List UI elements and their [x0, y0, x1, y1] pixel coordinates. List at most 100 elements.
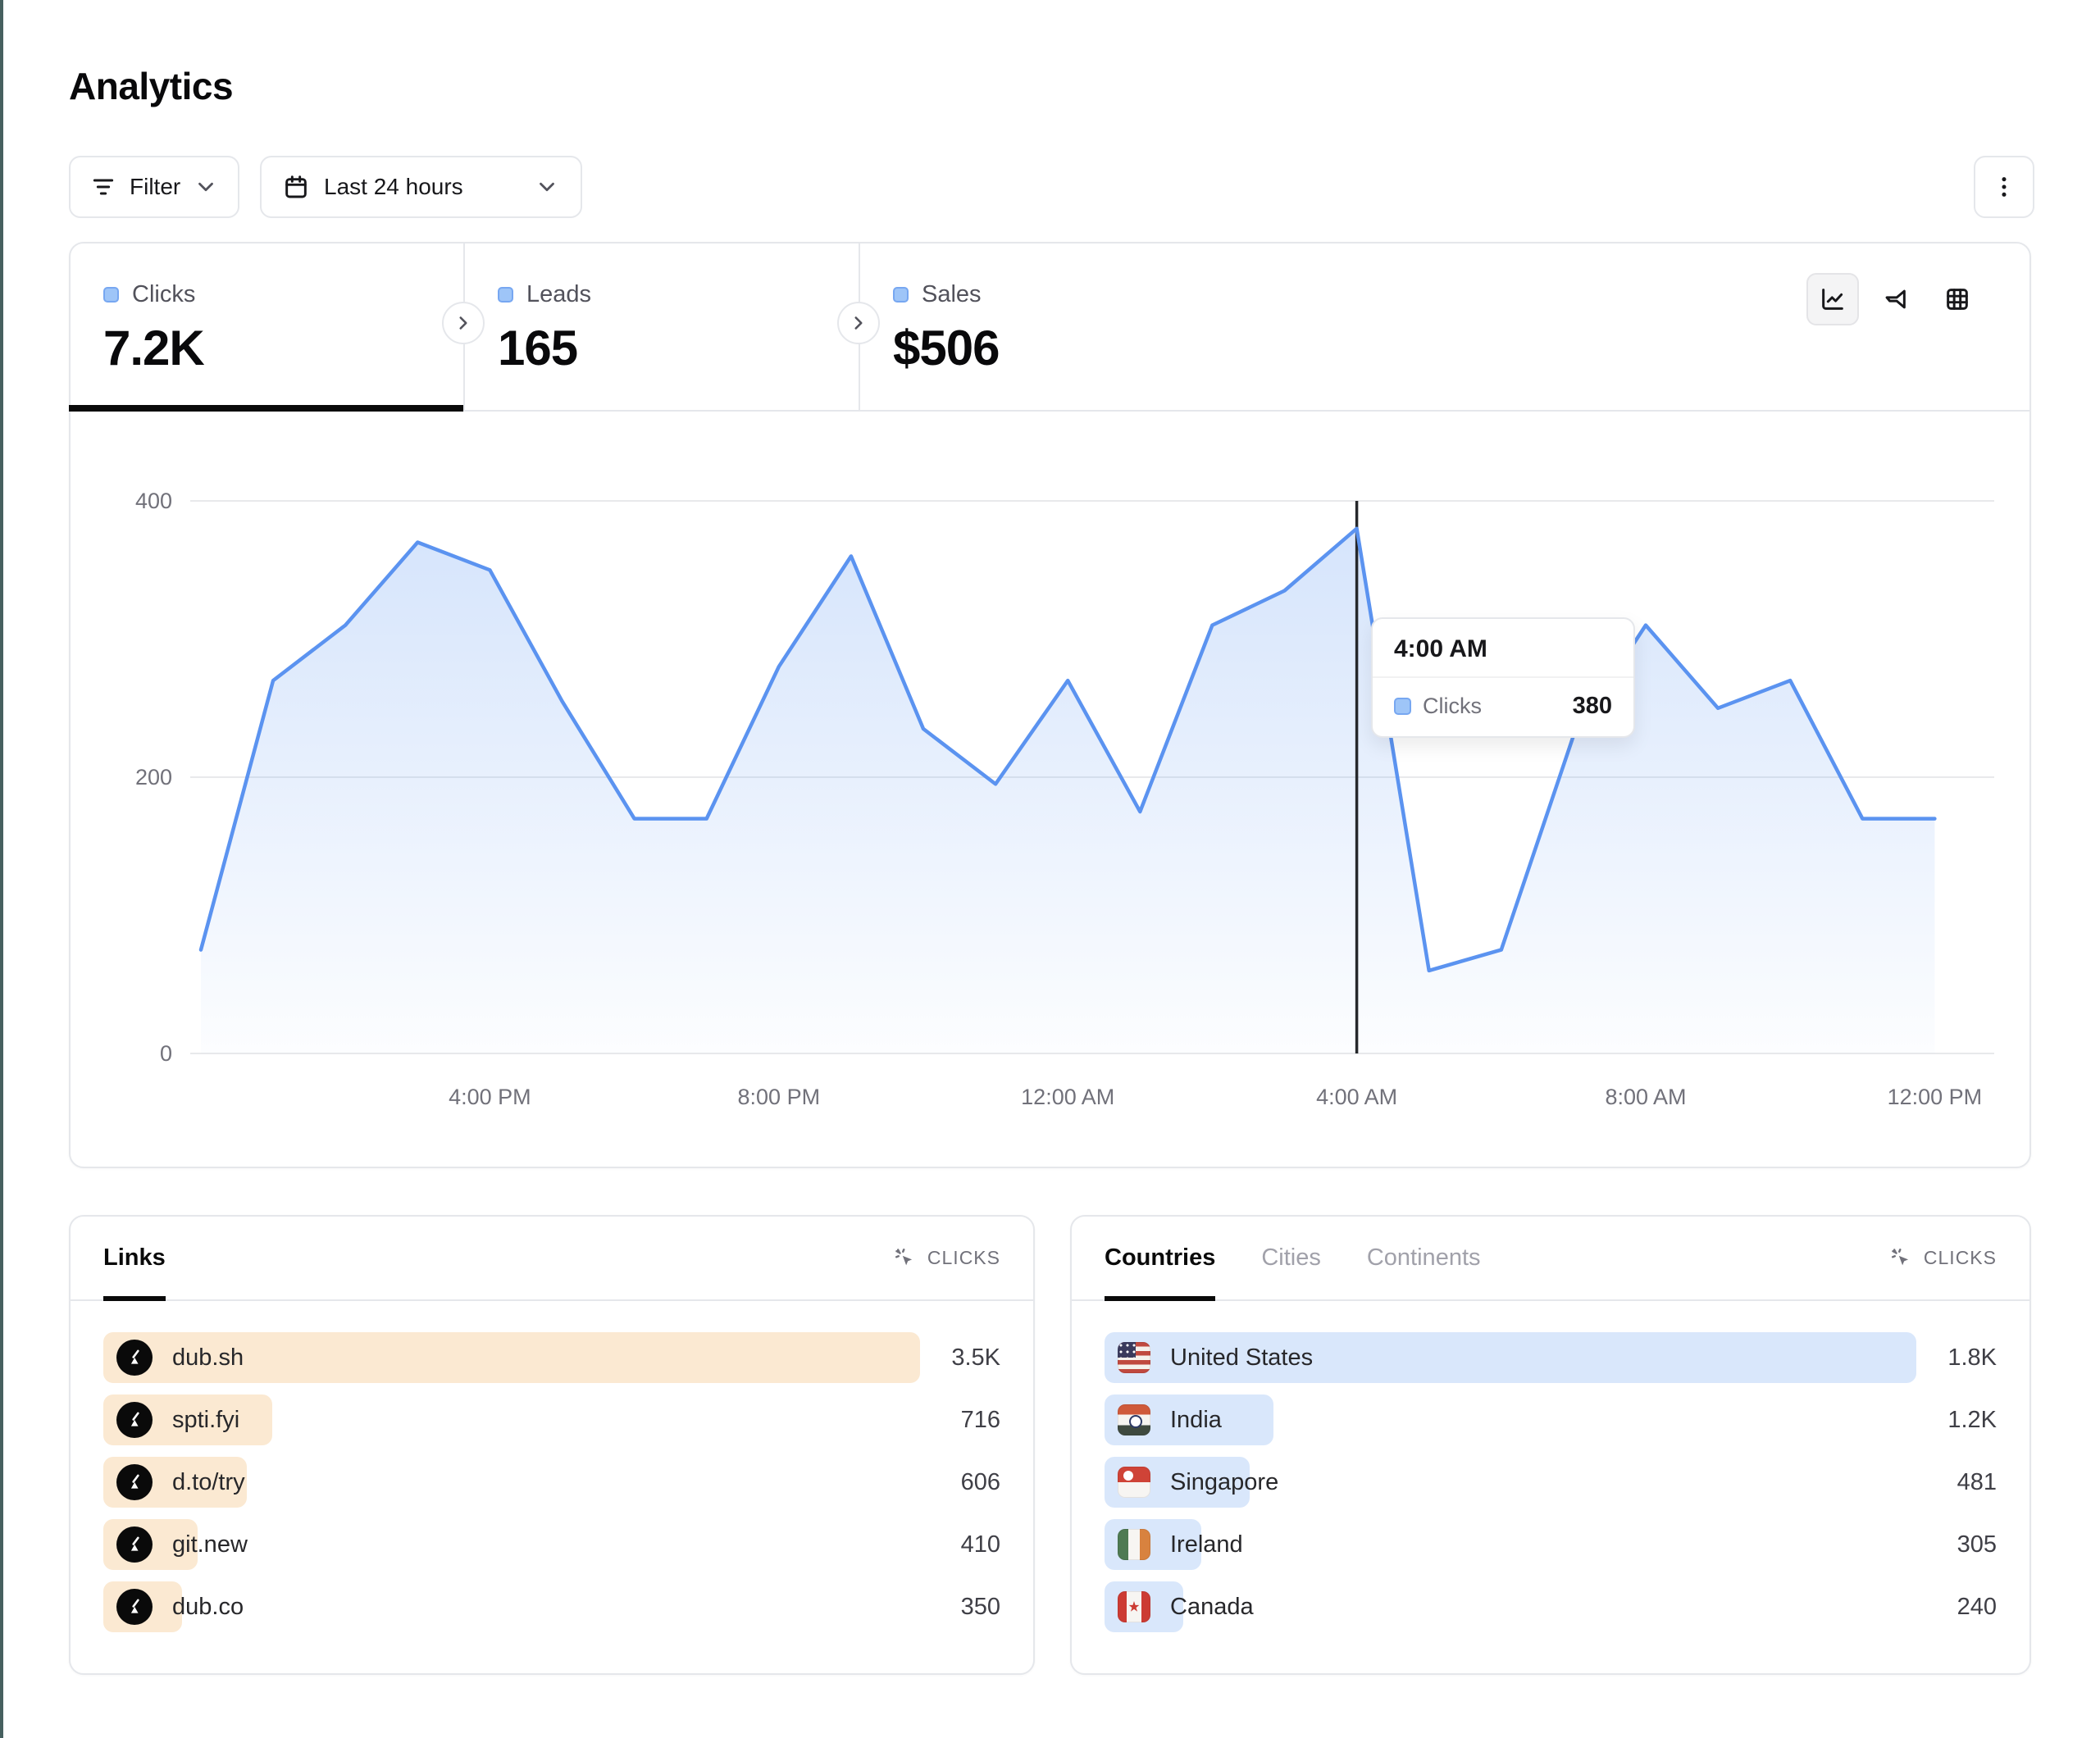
country-clicks-value: 240 — [1957, 1593, 1997, 1620]
tooltip-series-label: Clicks — [1423, 694, 1482, 718]
stat-value-clicks: 7.2K — [103, 321, 205, 375]
sort-label: CLICKS — [927, 1247, 1000, 1268]
countries-panel: Countries Cities Continents CLICKS Unite… — [1070, 1215, 2031, 1675]
india-flag-icon — [1118, 1404, 1150, 1435]
calendar-icon — [283, 174, 309, 200]
filter-button[interactable]: Filter — [69, 156, 239, 218]
tab-continents[interactable]: Continents — [1366, 1244, 1481, 1271]
filter-button-label: Filter — [130, 174, 181, 199]
country-row[interactable]: Ireland 305 — [1105, 1519, 1997, 1570]
stat-value-sales: $506 — [893, 321, 1000, 375]
country-clicks-value: 305 — [1957, 1531, 1997, 1558]
expand-clicks-chevron-button[interactable] — [442, 302, 485, 344]
link-row[interactable]: d.to/try 606 — [103, 1457, 1000, 1508]
dub-logo-icon — [116, 1402, 153, 1438]
stat-label: Sales — [922, 281, 982, 307]
active-stat-underline — [69, 405, 463, 412]
svg-text:200: 200 — [135, 765, 172, 789]
table-view-toggle-button[interactable] — [1931, 273, 1984, 325]
canada-flag-icon — [1118, 1591, 1150, 1622]
date-range-label: Last 24 hours — [324, 174, 463, 199]
link-row[interactable]: spti.fyi 716 — [103, 1394, 1000, 1445]
svg-text:400: 400 — [135, 489, 172, 513]
line-chart-toggle-button[interactable] — [1806, 273, 1859, 325]
country-name: Canada — [1170, 1593, 1254, 1620]
tab-cities[interactable]: Cities — [1261, 1244, 1321, 1271]
svg-text:4:00 AM: 4:00 AM — [1316, 1085, 1397, 1109]
country-row[interactable]: Canada 240 — [1105, 1581, 1997, 1632]
link-clicks-value: 350 — [960, 1593, 1000, 1620]
countries-rows: United States 1.8K India 1.2K Singapore … — [1072, 1301, 2029, 1632]
stat-tab-clicks[interactable]: Clicks 7.2K — [69, 243, 463, 412]
expand-leads-chevron-button[interactable] — [837, 302, 880, 344]
more-options-button[interactable] — [1974, 156, 2034, 218]
tooltip-value: 380 — [1572, 693, 1612, 719]
country-name: Singapore — [1170, 1468, 1279, 1495]
links-panel-header: Links CLICKS — [71, 1217, 1033, 1301]
tab-links[interactable]: Links — [103, 1217, 166, 1301]
links-sort-by-clicks-button[interactable]: CLICKS — [893, 1246, 1000, 1271]
links-rows: dub.sh 3.5K spti.fyi 716 d.to/try 606 — [71, 1301, 1033, 1632]
dub-logo-icon — [116, 1589, 153, 1625]
filter-icon — [90, 174, 116, 200]
link-row[interactable]: git.new 410 — [103, 1519, 1000, 1570]
stats-tabs-row: Clicks 7.2K Leads 165 Sales $506 — [69, 243, 2029, 412]
country-name: United States — [1170, 1344, 1314, 1371]
toolbar: Filter Last 24 hours — [69, 156, 2034, 218]
svg-text:4:00 PM: 4:00 PM — [449, 1085, 531, 1109]
country-row[interactable]: India 1.2K — [1105, 1394, 1997, 1445]
link-name: dub.co — [172, 1593, 244, 1620]
country-row[interactable]: Singapore 481 — [1105, 1457, 1997, 1508]
clicks-series-swatch-icon — [103, 287, 119, 303]
cursor-click-icon — [893, 1246, 918, 1271]
link-clicks-value: 716 — [960, 1406, 1000, 1433]
ireland-flag-icon — [1118, 1529, 1150, 1560]
svg-text:12:00 PM: 12:00 PM — [1888, 1085, 1983, 1109]
link-row[interactable]: dub.co 350 — [103, 1581, 1000, 1632]
countries-sort-by-clicks-button[interactable]: CLICKS — [1889, 1246, 1997, 1271]
country-bar — [1105, 1332, 1917, 1383]
country-clicks-value: 1.8K — [1947, 1344, 1997, 1371]
link-name: dub.sh — [172, 1344, 244, 1371]
chart-tooltip: 4:00 AM Clicks 380 — [1371, 617, 1635, 738]
svg-text:8:00 AM: 8:00 AM — [1605, 1085, 1686, 1109]
link-row[interactable]: dub.sh 3.5K — [103, 1332, 1000, 1383]
tooltip-series-swatch-icon — [1394, 698, 1411, 715]
chevron-down-icon — [194, 175, 218, 199]
clicks-area-chart[interactable]: 0 200 400 4:00 PM 8:00 PM 12:00 AM 4:00 AM 8:00… — [71, 485, 2033, 1141]
united-states-flag-icon — [1118, 1342, 1150, 1373]
left-edge-accent — [0, 0, 3, 1738]
stat-tab-sales[interactable]: Sales $506 — [859, 243, 2029, 410]
chart-type-toggles — [1806, 273, 1984, 325]
countries-panel-header: Countries Cities Continents CLICKS — [1072, 1217, 2029, 1301]
analytics-chart-card: Clicks 7.2K Leads 165 Sales $506 — [69, 242, 2031, 1168]
funnel-chart-toggle-button[interactable] — [1869, 273, 1921, 325]
sales-series-swatch-icon — [893, 287, 909, 303]
link-name: git.new — [172, 1531, 248, 1558]
link-clicks-value: 606 — [960, 1468, 1000, 1495]
stat-tab-leads[interactable]: Leads 165 — [463, 243, 859, 410]
svg-text:0: 0 — [160, 1041, 172, 1066]
link-bar — [103, 1332, 920, 1383]
cursor-click-icon — [1889, 1246, 1914, 1271]
page-title: Analytics — [69, 65, 234, 107]
dub-logo-icon — [116, 1464, 153, 1500]
stat-label: Leads — [526, 281, 592, 307]
svg-text:8:00 PM: 8:00 PM — [738, 1085, 821, 1109]
country-name: India — [1170, 1406, 1222, 1433]
singapore-flag-icon — [1118, 1467, 1150, 1498]
dub-logo-icon — [116, 1526, 153, 1563]
tab-countries[interactable]: Countries — [1105, 1217, 1216, 1301]
country-row[interactable]: United States 1.8K — [1105, 1332, 1997, 1383]
link-clicks-value: 410 — [960, 1531, 1000, 1558]
country-name: Ireland — [1170, 1531, 1243, 1558]
leads-series-swatch-icon — [498, 287, 513, 303]
tooltip-time: 4:00 AM — [1373, 619, 1633, 678]
kebab-menu-icon — [1991, 174, 2017, 200]
stat-label: Clicks — [132, 281, 196, 307]
stat-value-leads: 165 — [498, 321, 578, 375]
link-name: spti.fyi — [172, 1406, 240, 1433]
date-range-button[interactable]: Last 24 hours — [260, 156, 582, 218]
link-name: d.to/try — [172, 1468, 245, 1495]
